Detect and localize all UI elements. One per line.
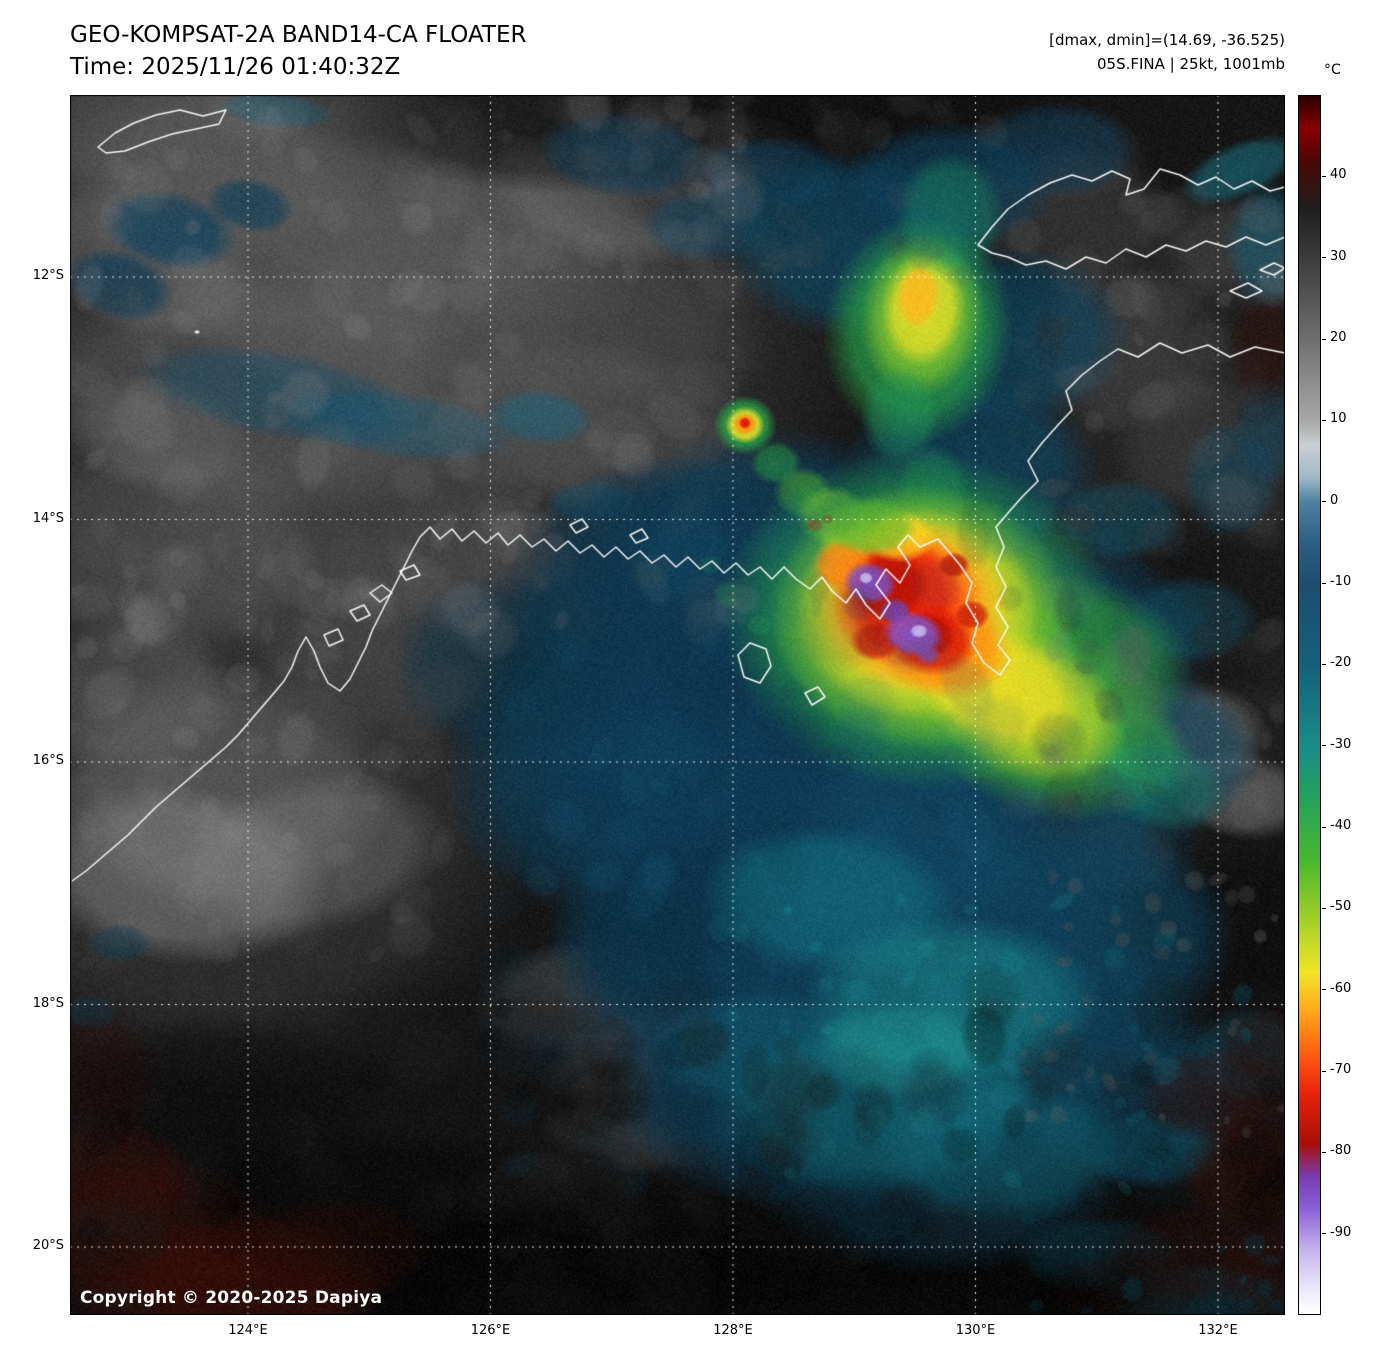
colorbar-tick-label: -20 (1330, 655, 1352, 671)
lon-tick-label: 128°E (713, 1323, 753, 1338)
lon-tick-label: 124°E (228, 1323, 268, 1338)
colorbar-tick-mark (1322, 175, 1326, 177)
lon-tick-label: 132°E (1198, 1323, 1238, 1338)
colorbar-unit-label: °C (1324, 62, 1341, 78)
colorbar-tick-mark (1322, 1070, 1326, 1072)
dmax-dmin-readout: [dmax, dmin]=(14.69, -36.525) (1049, 31, 1285, 49)
lon-tick-label: 126°E (470, 1323, 511, 1338)
colorbar-tick-label: 0 (1330, 492, 1339, 508)
colorbar-gradient (1298, 95, 1321, 1315)
colorbar-tick-mark (1322, 907, 1326, 909)
colorbar-tick-label: -40 (1330, 818, 1352, 833)
colorbar-tick-label: -50 (1330, 899, 1352, 915)
colorbar-tick-label: -70 (1330, 1062, 1352, 1077)
colorbar-tick-mark (1322, 826, 1326, 828)
colorbar-tick-mark (1322, 582, 1326, 584)
colorbar-tick-mark (1322, 663, 1326, 665)
lat-tick-label: 12°S (32, 268, 64, 283)
storm-status-readout: 05S.FINA | 25kt, 1001mb (1097, 55, 1285, 73)
map-plot-area: Copyright © 2020-2025 Dapiya (70, 95, 1285, 1315)
lat-tick-label: 18°S (32, 995, 64, 1011)
colorbar-tick-label: -80 (1330, 1143, 1352, 1159)
colorbar-tick-mark (1322, 338, 1326, 340)
colorbar-tick-mark (1322, 989, 1326, 991)
colorbar-tick-mark (1322, 745, 1326, 747)
colorbar-tick-label: 10 (1330, 411, 1347, 427)
figure-title: GEO-KOMPSAT-2A BAND14-CA FLOATER (70, 22, 527, 48)
colorbar-tick-label: 30 (1330, 248, 1347, 264)
colorbar-tick-label: -30 (1330, 736, 1352, 752)
colorbar-tick-mark (1322, 257, 1326, 259)
satellite-image-canvas (70, 95, 1285, 1315)
lat-tick-label: 20°S (32, 1238, 64, 1253)
colorbar-tick-label: -10 (1330, 574, 1352, 589)
lat-tick-label: 16°S (32, 753, 64, 768)
colorbar-tick-mark (1322, 1151, 1326, 1153)
colorbar-tick-label: 40 (1330, 167, 1347, 183)
colorbar-tick-label: -90 (1330, 1224, 1352, 1240)
colorbar-tick-mark (1322, 1233, 1326, 1235)
figure-timestamp: Time: 2025/11/26 01:40:32Z (70, 54, 401, 80)
colorbar-tick-label: -60 (1330, 980, 1352, 996)
colorbar-tick-label: 20 (1330, 330, 1347, 345)
colorbar-tick-mark (1322, 501, 1326, 503)
lon-tick-label: 130°E (955, 1323, 996, 1338)
lat-tick-label: 14°S (32, 510, 64, 526)
colorbar-tick-mark (1322, 419, 1326, 421)
copyright-label: Copyright © 2020-2025 Dapiya (80, 1288, 383, 1308)
